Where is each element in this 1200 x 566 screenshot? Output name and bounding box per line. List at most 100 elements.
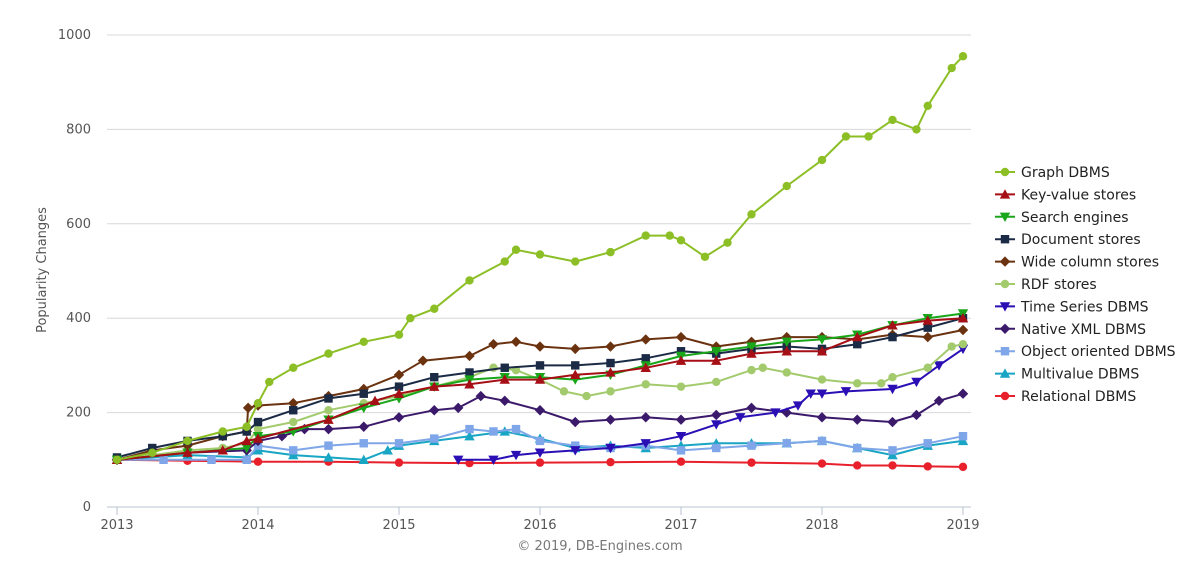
data-point: [511, 245, 521, 254]
series-layer: [111, 52, 969, 472]
data-point: [675, 414, 687, 425]
data-point: [853, 379, 862, 388]
legend-item[interactable]: Key-value stores: [995, 187, 1136, 203]
legend-item[interactable]: Object oriented DBMS: [995, 344, 1176, 360]
data-point: [241, 435, 252, 446]
data-point: [947, 342, 956, 351]
data-point: [877, 379, 886, 388]
data-point: [676, 236, 686, 245]
data-point: [429, 405, 440, 416]
y-tick-label: 400: [66, 311, 91, 326]
data-point: [747, 441, 756, 450]
legend-item[interactable]: Search engines: [995, 210, 1129, 226]
data-point: [841, 132, 851, 141]
legend-marker: [1000, 167, 1010, 177]
legend: Graph DBMS Key-value stores Search engines…: [995, 165, 1176, 405]
data-point: [393, 412, 405, 423]
legend-marker: [1000, 235, 1010, 244]
data-point: [816, 412, 828, 423]
data-point: [923, 363, 932, 372]
legend-label: Key-value stores: [1021, 187, 1136, 203]
data-point: [840, 387, 852, 397]
data-point: [782, 368, 791, 377]
series-key-value-stores: [111, 313, 969, 464]
legend-item[interactable]: Multivalue DBMS: [995, 367, 1139, 383]
data-point: [241, 443, 252, 454]
data-point: [922, 315, 933, 325]
data-point: [947, 63, 956, 73]
data-point: [923, 439, 932, 448]
data-point: [253, 457, 263, 466]
data-point: [606, 247, 615, 257]
data-point: [394, 330, 404, 339]
data-point: [817, 436, 827, 446]
data-point: [640, 439, 651, 449]
data-point: [369, 395, 381, 405]
x-tick-label: 2019: [946, 518, 979, 533]
x-tick-label: 2013: [100, 518, 133, 533]
data-point: [887, 449, 898, 460]
data-point: [289, 446, 298, 455]
data-point: [958, 462, 968, 472]
legend-marker: [999, 302, 1011, 312]
legend-item[interactable]: Time Series DBMS: [995, 299, 1149, 315]
data-point: [747, 458, 756, 467]
data-point: [510, 450, 522, 461]
legend-label: Document stores: [1021, 232, 1141, 248]
data-point: [571, 441, 580, 450]
data-point: [182, 440, 193, 451]
data-point: [782, 439, 791, 448]
data-point: [711, 355, 722, 365]
data-point: [958, 52, 968, 61]
data-point: [640, 362, 651, 372]
data-point: [711, 420, 722, 430]
legend-item[interactable]: Graph DBMS: [995, 165, 1110, 181]
data-point: [888, 373, 897, 382]
data-point: [606, 358, 615, 368]
data-point: [816, 389, 828, 399]
series-line: [116, 312, 964, 461]
data-point: [781, 337, 792, 347]
data-point: [488, 338, 499, 350]
legend-item[interactable]: RDF stores: [995, 277, 1097, 293]
data-point: [605, 443, 616, 454]
data-point: [746, 342, 757, 352]
data-point: [488, 455, 499, 465]
data-point: [675, 355, 687, 365]
legend-item[interactable]: Native XML DBMS: [995, 322, 1146, 338]
data-point: [582, 391, 591, 401]
data-point: [534, 374, 546, 384]
data-point: [465, 368, 474, 377]
data-point: [242, 455, 251, 464]
data-point: [887, 416, 898, 428]
data-point: [711, 409, 722, 421]
data-point: [288, 397, 299, 409]
data-point: [430, 373, 439, 382]
data-point: [888, 332, 897, 342]
data-point: [218, 432, 227, 441]
data-point: [700, 252, 710, 262]
series-rdf-stores: [112, 339, 968, 464]
y-tick-label: 200: [66, 406, 91, 421]
data-point: [242, 427, 251, 436]
legend-item[interactable]: Relational DBMS: [995, 389, 1136, 405]
series-graph-dbms: [112, 52, 968, 464]
legend-marker: [999, 323, 1011, 334]
data-point: [770, 408, 781, 418]
data-point: [923, 462, 932, 471]
data-point: [323, 423, 334, 435]
data-point: [511, 424, 521, 434]
data-point: [911, 377, 922, 388]
y-axis-title: Popularity Changes: [35, 207, 50, 333]
data-point: [393, 388, 405, 398]
data-point: [746, 348, 757, 358]
legend-item[interactable]: Document stores: [995, 232, 1141, 248]
data-point: [853, 443, 862, 453]
x-tick-label: 2014: [241, 518, 274, 533]
data-point: [606, 387, 615, 396]
data-point: [957, 388, 969, 399]
data-point: [182, 447, 193, 457]
legend-item[interactable]: Wide column stores: [995, 255, 1159, 271]
legend-marker: [999, 256, 1011, 267]
data-point: [289, 363, 298, 372]
